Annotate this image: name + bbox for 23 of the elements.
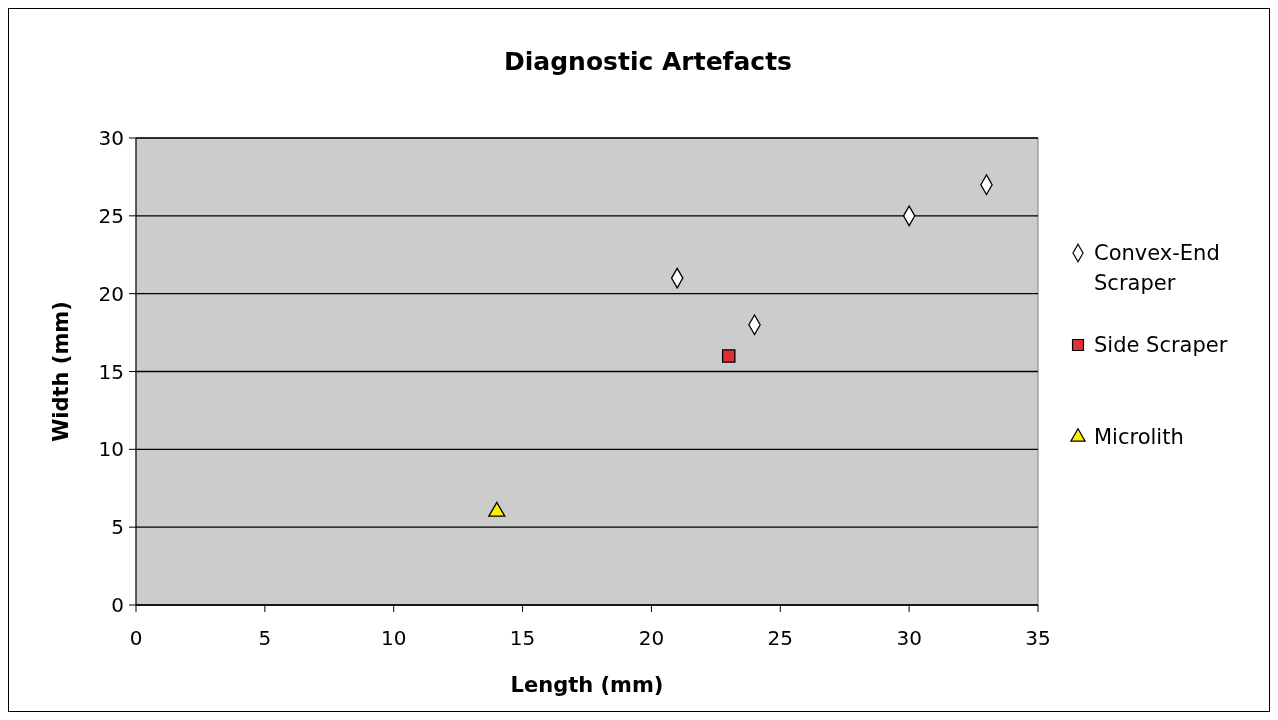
x-tick-label: 10 [380,626,407,650]
x-tick-label: 20 [638,626,665,650]
x-tick-label: 30 [896,626,922,650]
x-tick-label: 35 [1025,626,1051,650]
y-tick-label: 30 [98,126,124,150]
y-tick-label: 10 [98,437,124,462]
y-tick-label: 25 [98,203,124,228]
x-tick-label: 15 [509,626,536,650]
x-axis-title: Length (mm) [510,673,664,697]
y-tick-label: 0 [111,593,124,617]
x-tick-label: 0 [129,626,143,650]
point [721,349,736,363]
chart-title: Diagnostic Artefacts [504,47,792,76]
y-axis-title: Width (mm) [49,301,73,442]
legend-label: Convex-End Scraper [1094,241,1220,295]
y-tick-label: 20 [98,281,124,306]
x-tick-label: 25 [767,626,794,650]
legend-label: Side Scraper [1094,333,1228,358]
point [488,501,506,517]
y-tick-label: 5 [111,515,124,540]
y-tick-label: 15 [98,359,124,384]
legend-label: Microlith [1094,425,1184,450]
x-tick-label: 5 [258,626,272,650]
